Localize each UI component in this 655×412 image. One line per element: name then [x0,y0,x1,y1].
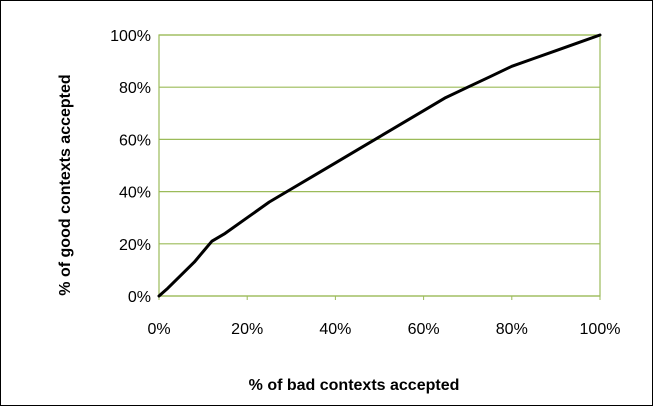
grid [159,34,600,297]
y-tick-label: 0% [128,289,151,306]
x-tick-label: 80% [496,321,528,338]
y-tick-labels: 0% 20% 40% 60% 80% 100% [110,28,151,306]
x-tick-label: 40% [319,321,351,338]
plot-area-border [158,34,601,297]
y-tick-label: 80% [119,80,151,97]
y-tick-label: 60% [119,132,151,149]
y-tick-label: 40% [119,185,151,202]
x-tick-label: 20% [231,321,263,338]
y-axis-title: % of good contexts accepted [57,74,74,295]
x-tick-labels: 0% 20% 40% 60% 80% 100% [147,296,620,338]
x-tick-label: 100% [580,321,621,338]
x-axis-title: % of bad contexts accepted [249,377,460,394]
x-tick-label: 0% [147,321,170,338]
y-tick-label: 100% [110,28,151,45]
x-tick-label: 60% [408,321,440,338]
y-tick-label: 20% [119,237,151,254]
series-line [157,33,602,298]
